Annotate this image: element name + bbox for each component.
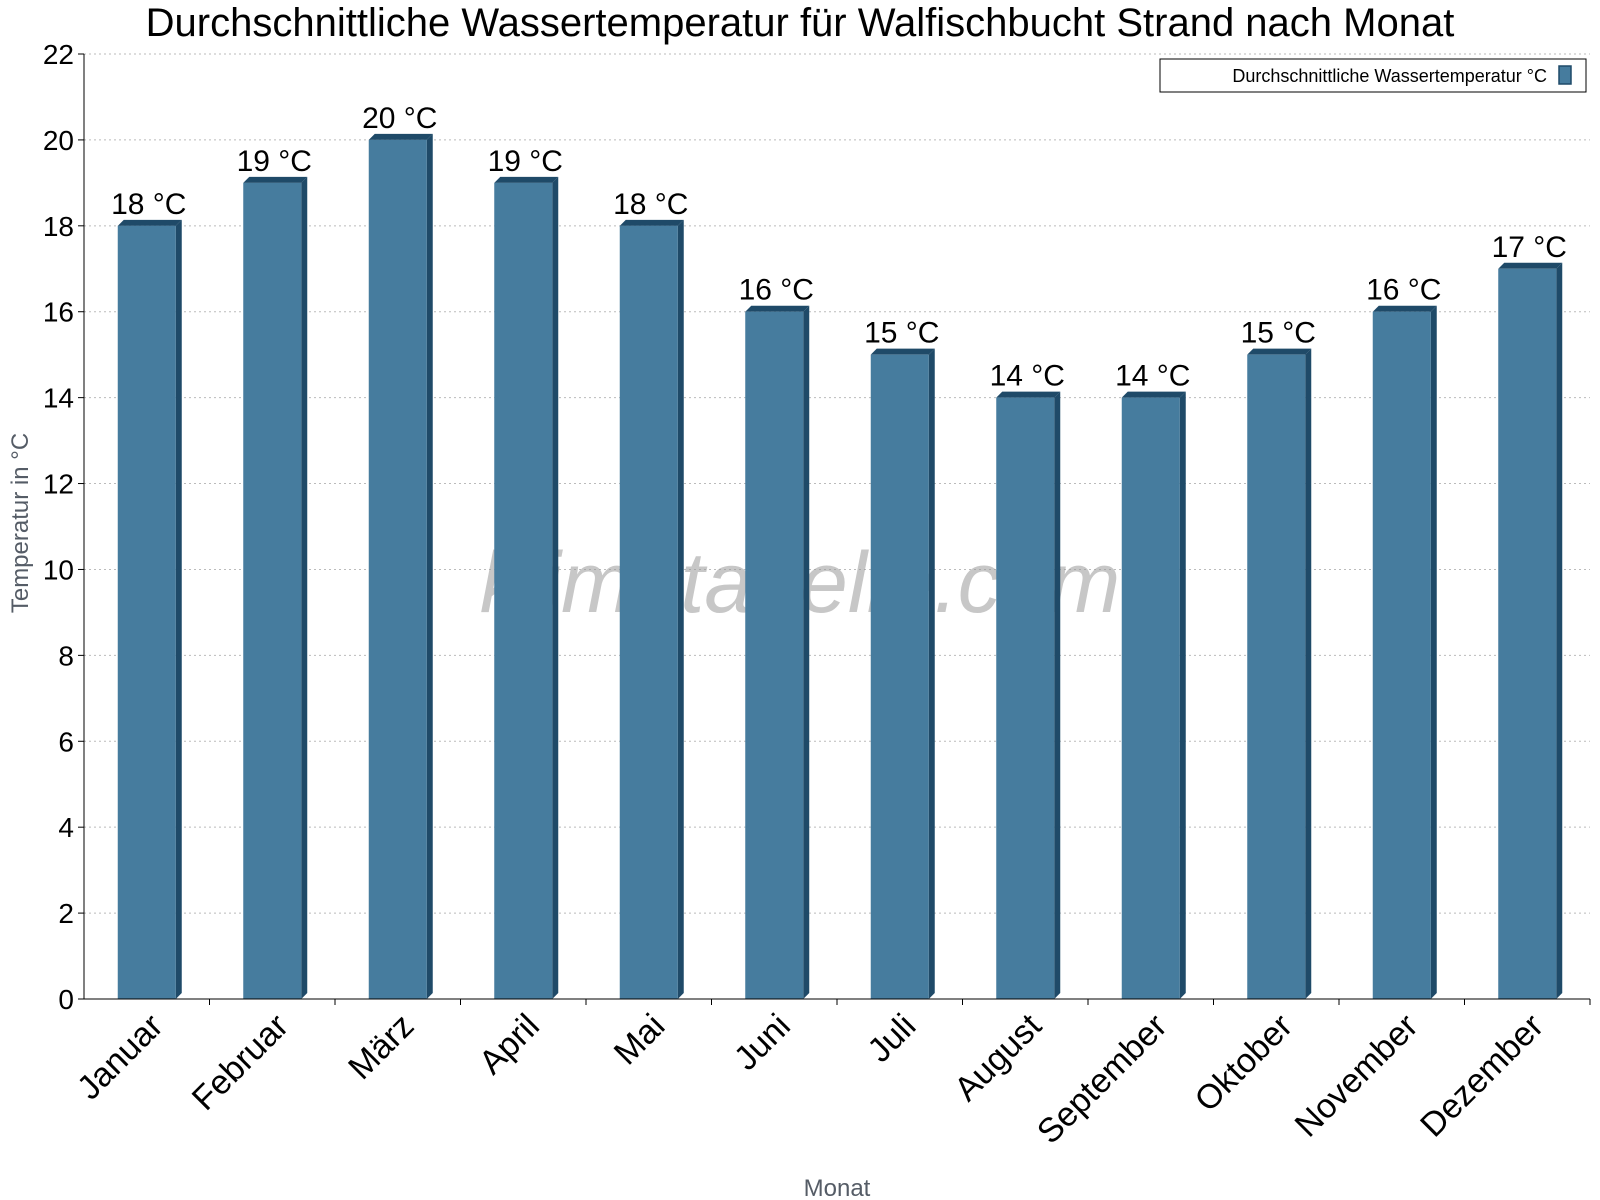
bar-front	[619, 225, 678, 999]
bar-side	[1430, 305, 1437, 999]
bar-front	[870, 354, 929, 999]
x-axis-title: Monat	[804, 1175, 871, 1200]
data-label: 18 °C	[111, 188, 186, 221]
legend-swatch	[1558, 65, 1572, 85]
y-tick-label: 8	[58, 640, 74, 671]
bar-top	[870, 348, 935, 355]
bar-front	[745, 311, 804, 999]
bar	[870, 348, 935, 999]
data-label: 16 °C	[739, 274, 814, 307]
x-tick-label: Juni	[727, 1007, 798, 1078]
data-label: 19 °C	[237, 145, 312, 178]
bar-front	[1498, 268, 1557, 1000]
bar	[745, 305, 810, 999]
data-label: 18 °C	[613, 188, 688, 221]
bar-front	[117, 225, 176, 999]
x-tick-label: Mai	[607, 1007, 673, 1073]
bar-top	[117, 219, 182, 226]
bar-top	[494, 176, 559, 183]
bar	[996, 391, 1061, 999]
bar-front	[243, 182, 302, 999]
bar	[1498, 262, 1563, 1000]
grid-lines	[84, 53, 1590, 914]
bar	[1247, 348, 1312, 999]
bar-top	[243, 176, 308, 183]
bar-top	[1121, 391, 1186, 398]
legend-entry-label: Durchschnittliche Wassertemperatur °C	[1232, 66, 1547, 86]
bar-side	[1556, 262, 1563, 1000]
bar	[368, 133, 433, 1000]
x-tick-label: Januar	[70, 1007, 170, 1107]
data-label: 19 °C	[488, 145, 563, 178]
x-tick-label: Dezember	[1413, 1007, 1551, 1145]
x-tick-label: Februar	[185, 1007, 296, 1118]
chart-title: Durchschnittliche Wassertemperatur für W…	[146, 1, 1455, 45]
bar-front	[1247, 354, 1306, 999]
bar-front	[494, 182, 553, 999]
bar-top	[368, 133, 433, 140]
y-tick-label: 22	[43, 39, 74, 70]
bar-top	[996, 391, 1061, 398]
x-tick-label: März	[341, 1007, 421, 1087]
y-tick-label: 14	[43, 383, 74, 414]
bar-front	[1372, 311, 1431, 999]
y-tick-label: 20	[43, 125, 74, 156]
bar-top	[619, 219, 684, 226]
bar-side	[301, 176, 308, 999]
bar-side	[552, 176, 559, 999]
bar-series	[117, 133, 1563, 1000]
data-label: 14 °C	[1115, 360, 1190, 393]
y-axis-ticks: 0 2 4 6 8 10 12 14 16 18 20 22	[43, 39, 84, 1015]
bar-side	[677, 219, 684, 999]
legend-box	[1159, 58, 1587, 93]
bar-side	[803, 305, 810, 999]
y-tick-label: 2	[58, 898, 74, 929]
bar	[494, 176, 559, 999]
x-axis-ticks: Januar Februar März April Mai Juni Juli AugustS…	[70, 999, 1591, 1151]
bar-front	[368, 139, 427, 1000]
y-tick-label: 6	[58, 726, 74, 757]
y-tick-label: 18	[43, 211, 74, 242]
y-tick-label: 12	[43, 469, 74, 500]
bar-top	[745, 305, 810, 312]
bar-front	[1121, 397, 1180, 999]
data-label: 14 °C	[990, 360, 1065, 393]
x-tick-label: September	[1030, 1007, 1174, 1151]
data-label: 16 °C	[1366, 274, 1441, 307]
y-tick-label: 10	[43, 554, 74, 585]
x-tick-label: November	[1288, 1007, 1426, 1145]
bar	[1121, 391, 1186, 999]
bar-side	[1305, 348, 1312, 999]
legend: Durchschnittliche Wassertemperatur °C	[1159, 58, 1587, 93]
data-label: 15 °C	[1241, 317, 1316, 350]
data-label: 17 °C	[1492, 231, 1567, 264]
bar-side	[1054, 391, 1061, 999]
bar-top	[1498, 262, 1563, 269]
x-tick-label: Oktober	[1188, 1007, 1300, 1119]
x-tick-label: Juli	[860, 1007, 923, 1070]
bar-front	[996, 397, 1055, 999]
data-label: 20 °C	[362, 102, 437, 135]
bar	[243, 176, 308, 999]
y-tick-label: 0	[58, 984, 74, 1015]
x-tick-label: April	[472, 1007, 547, 1082]
bar-side	[426, 133, 433, 1000]
data-labels: 18 °C 19 °C 20 °C 19 °C 18 °C 16 °C 15 °C 14 °C…	[111, 102, 1567, 393]
x-tick-label: August	[947, 1006, 1049, 1108]
bar	[619, 219, 684, 999]
y-axis-title: Temperatur in °C	[7, 433, 34, 613]
bar	[117, 219, 182, 999]
bar-top	[1247, 348, 1312, 355]
bar-side	[928, 348, 935, 999]
bar-side	[1179, 391, 1186, 999]
y-tick-label: 4	[58, 812, 74, 843]
bar-side	[175, 219, 182, 999]
bar-top	[1372, 305, 1437, 312]
data-label: 15 °C	[864, 317, 939, 350]
bar	[1372, 305, 1437, 999]
y-tick-label: 16	[43, 297, 74, 328]
